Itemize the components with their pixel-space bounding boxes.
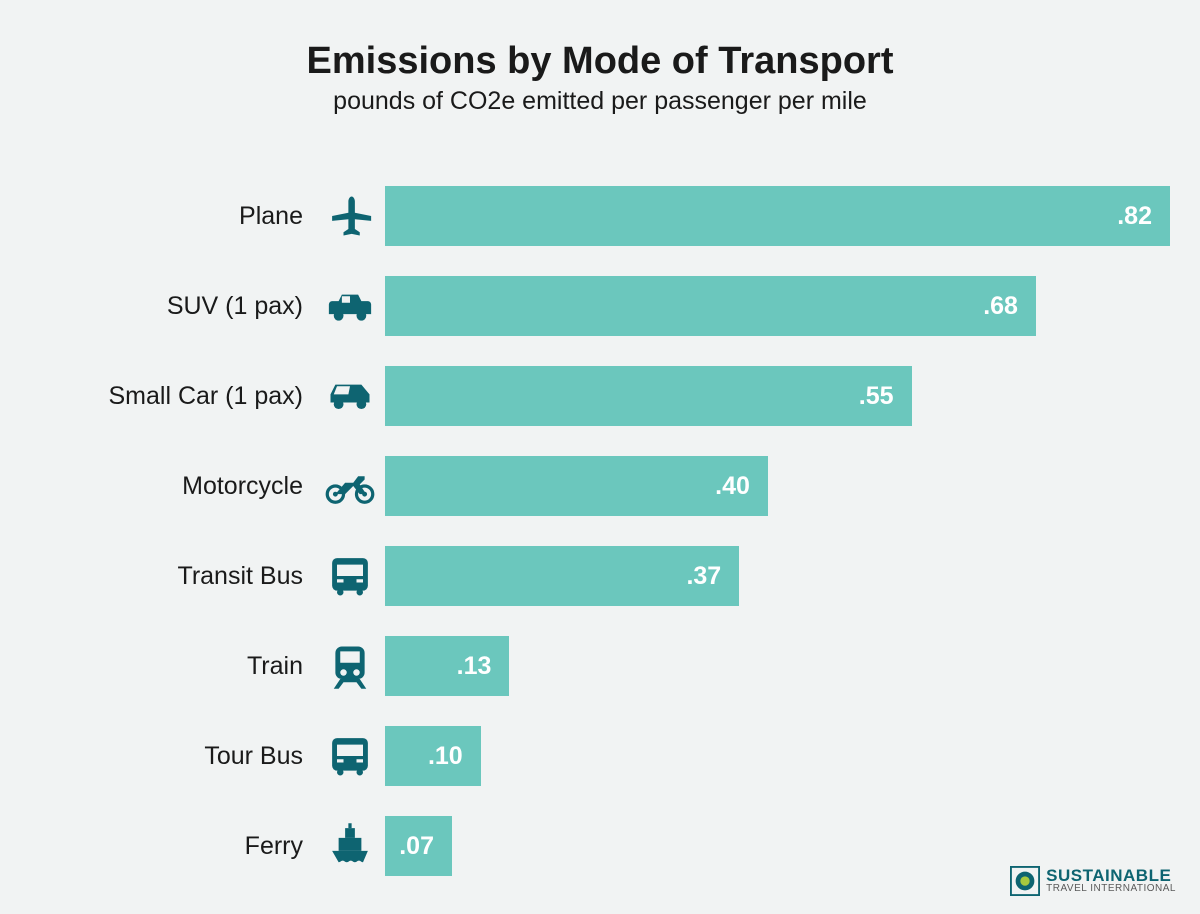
motorcycle-icon — [315, 460, 385, 512]
ferry-icon — [315, 820, 385, 872]
bar-container: .68 — [385, 276, 1170, 336]
bar-container: .10 — [385, 726, 1170, 786]
attribution-bottom: TRAVEL INTERNATIONAL — [1046, 884, 1176, 894]
bar: .55 — [385, 366, 912, 426]
bar: .37 — [385, 546, 739, 606]
row-label: Plane — [55, 202, 315, 231]
chart-row: Train .13 — [55, 621, 1170, 711]
bar-value: .82 — [1117, 202, 1152, 231]
bar: .10 — [385, 726, 481, 786]
chart-row: Small Car (1 pax) .55 — [55, 351, 1170, 441]
bus-icon — [315, 730, 385, 782]
row-label: Motorcycle — [55, 472, 315, 501]
bar-container: .55 — [385, 366, 1170, 426]
bar: .82 — [385, 186, 1170, 246]
row-label: Small Car (1 pax) — [55, 382, 315, 411]
plane-icon — [315, 190, 385, 242]
bar-value: .07 — [399, 832, 434, 861]
row-label: Ferry — [55, 832, 315, 861]
row-label: Tour Bus — [55, 742, 315, 771]
chart-row: Tour Bus .10 — [55, 711, 1170, 801]
chart-subtitle: pounds of CO2e emitted per passenger per… — [30, 87, 1170, 116]
bar-value: .37 — [686, 562, 721, 591]
bar-value: .10 — [428, 742, 463, 771]
bar: .13 — [385, 636, 509, 696]
row-label: Train — [55, 652, 315, 681]
train-icon — [315, 640, 385, 692]
chart-title: Emissions by Mode of Transport — [30, 40, 1170, 83]
bar-chart: Plane .82 SUV (1 pax) .68 Small Car (1 pax).… — [30, 171, 1170, 891]
bar-container: .82 — [385, 186, 1170, 246]
chart-row: Plane .82 — [55, 171, 1170, 261]
bar-value: .68 — [983, 292, 1018, 321]
row-label: Transit Bus — [55, 562, 315, 591]
chart-row: Transit Bus .37 — [55, 531, 1170, 621]
bar-value: .13 — [457, 652, 492, 681]
row-label: SUV (1 pax) — [55, 292, 315, 321]
suv-icon — [315, 280, 385, 332]
bar-container: .13 — [385, 636, 1170, 696]
bus-icon — [315, 550, 385, 602]
car-icon — [315, 370, 385, 422]
bar-container: .40 — [385, 456, 1170, 516]
attribution-logo-icon — [1010, 866, 1040, 896]
bar-value: .55 — [859, 382, 894, 411]
bar-value: .40 — [715, 472, 750, 501]
bar: .07 — [385, 816, 452, 876]
bar-container: .37 — [385, 546, 1170, 606]
chart-row: SUV (1 pax) .68 — [55, 261, 1170, 351]
chart-row: Motorcycle .40 — [55, 441, 1170, 531]
bar: .40 — [385, 456, 768, 516]
attribution-top: SUSTAINABLE — [1046, 868, 1176, 884]
chart-row: Ferry .07 — [55, 801, 1170, 891]
bar: .68 — [385, 276, 1036, 336]
attribution: SUSTAINABLE TRAVEL INTERNATIONAL — [1010, 866, 1176, 896]
